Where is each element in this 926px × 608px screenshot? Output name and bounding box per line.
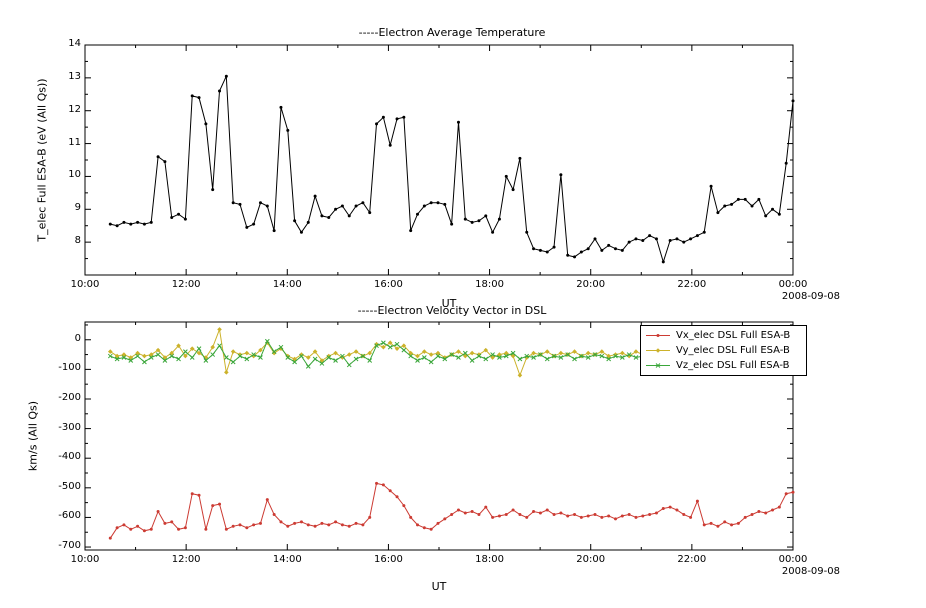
- y-tick-label: -100: [58, 362, 81, 374]
- y-tick-label: 9: [74, 202, 81, 214]
- x-tick-label: 16:00: [374, 279, 403, 290]
- y-tick-label: 13: [68, 70, 81, 82]
- velocity-y-axis-label: km/s (All Qs): [26, 400, 40, 472]
- x-tick-label: 18:00: [475, 554, 504, 565]
- y-tick-label: -500: [58, 480, 81, 492]
- x-tick-label: 22:00: [677, 554, 707, 565]
- x-tick-label: 00:00: [778, 554, 808, 565]
- legend-entry-vx: Vx_elec DSL Full ESA-B: [645, 328, 804, 343]
- velocity-date-label: 2008-09-08: [781, 566, 840, 577]
- vz-line-sample-icon: [646, 363, 670, 368]
- legend-label-vy: Vy_elec DSL Full ESA-B: [676, 345, 790, 356]
- vx-line-sample-icon: [646, 334, 670, 337]
- x-tick-label: 10:00: [70, 279, 100, 290]
- x-tick-label: 16:00: [374, 554, 403, 565]
- x-tick-label: 22:00: [677, 279, 707, 290]
- y-tick-label: -300: [58, 421, 81, 433]
- vy-line-sample-icon: [646, 348, 670, 353]
- x-tick-label: 00:00: [778, 279, 808, 290]
- x-tick-label: 18:00: [475, 279, 504, 290]
- y-tick-label: -700: [58, 540, 81, 552]
- y-tick-label: 12: [68, 103, 81, 115]
- x-tick-label: 14:00: [272, 554, 302, 565]
- temperature-x-axis-label: UT: [441, 297, 457, 310]
- y-tick-label: -200: [58, 391, 81, 403]
- y-tick-label: 8: [74, 235, 81, 247]
- x-tick-label: 14:00: [272, 279, 302, 290]
- temperature-panel-title: -----Electron Average Temperature: [358, 26, 546, 39]
- y-tick-label: -400: [58, 451, 81, 463]
- x-tick-label: 10:00: [70, 554, 100, 565]
- x-tick-label: 12:00: [171, 279, 201, 290]
- velocity-panel-title: -----Electron Velocity Vector in DSL: [357, 304, 547, 317]
- legend-entry-vz: Vz_elec DSL Full ESA-B: [645, 358, 804, 373]
- y-tick-label: 0: [74, 332, 81, 344]
- legend-entry-vy: Vy_elec DSL Full ESA-B: [645, 343, 804, 358]
- y-tick-label: 10: [68, 169, 81, 181]
- legend-label-vx: Vx_elec DSL Full ESA-B: [676, 330, 791, 341]
- y-tick-label: 14: [68, 38, 81, 49]
- legend-label-vz: Vz_elec DSL Full ESA-B: [676, 360, 790, 371]
- velocity-x-axis-label: UT: [431, 580, 447, 593]
- temperature-y-axis-label: T_elec Full ESA-B (eV (All Qs)): [35, 78, 49, 242]
- velocity-legend: Vx_elec DSL Full ESA-B Vy_elec DSL Full …: [640, 325, 807, 376]
- temperature-date-label: 2008-09-08: [781, 291, 840, 302]
- y-tick-label: 11: [68, 136, 81, 148]
- x-tick-label: 12:00: [171, 554, 201, 565]
- x-tick-label: 20:00: [576, 279, 606, 290]
- x-tick-label: 20:00: [576, 554, 606, 565]
- y-tick-label: -600: [58, 510, 81, 522]
